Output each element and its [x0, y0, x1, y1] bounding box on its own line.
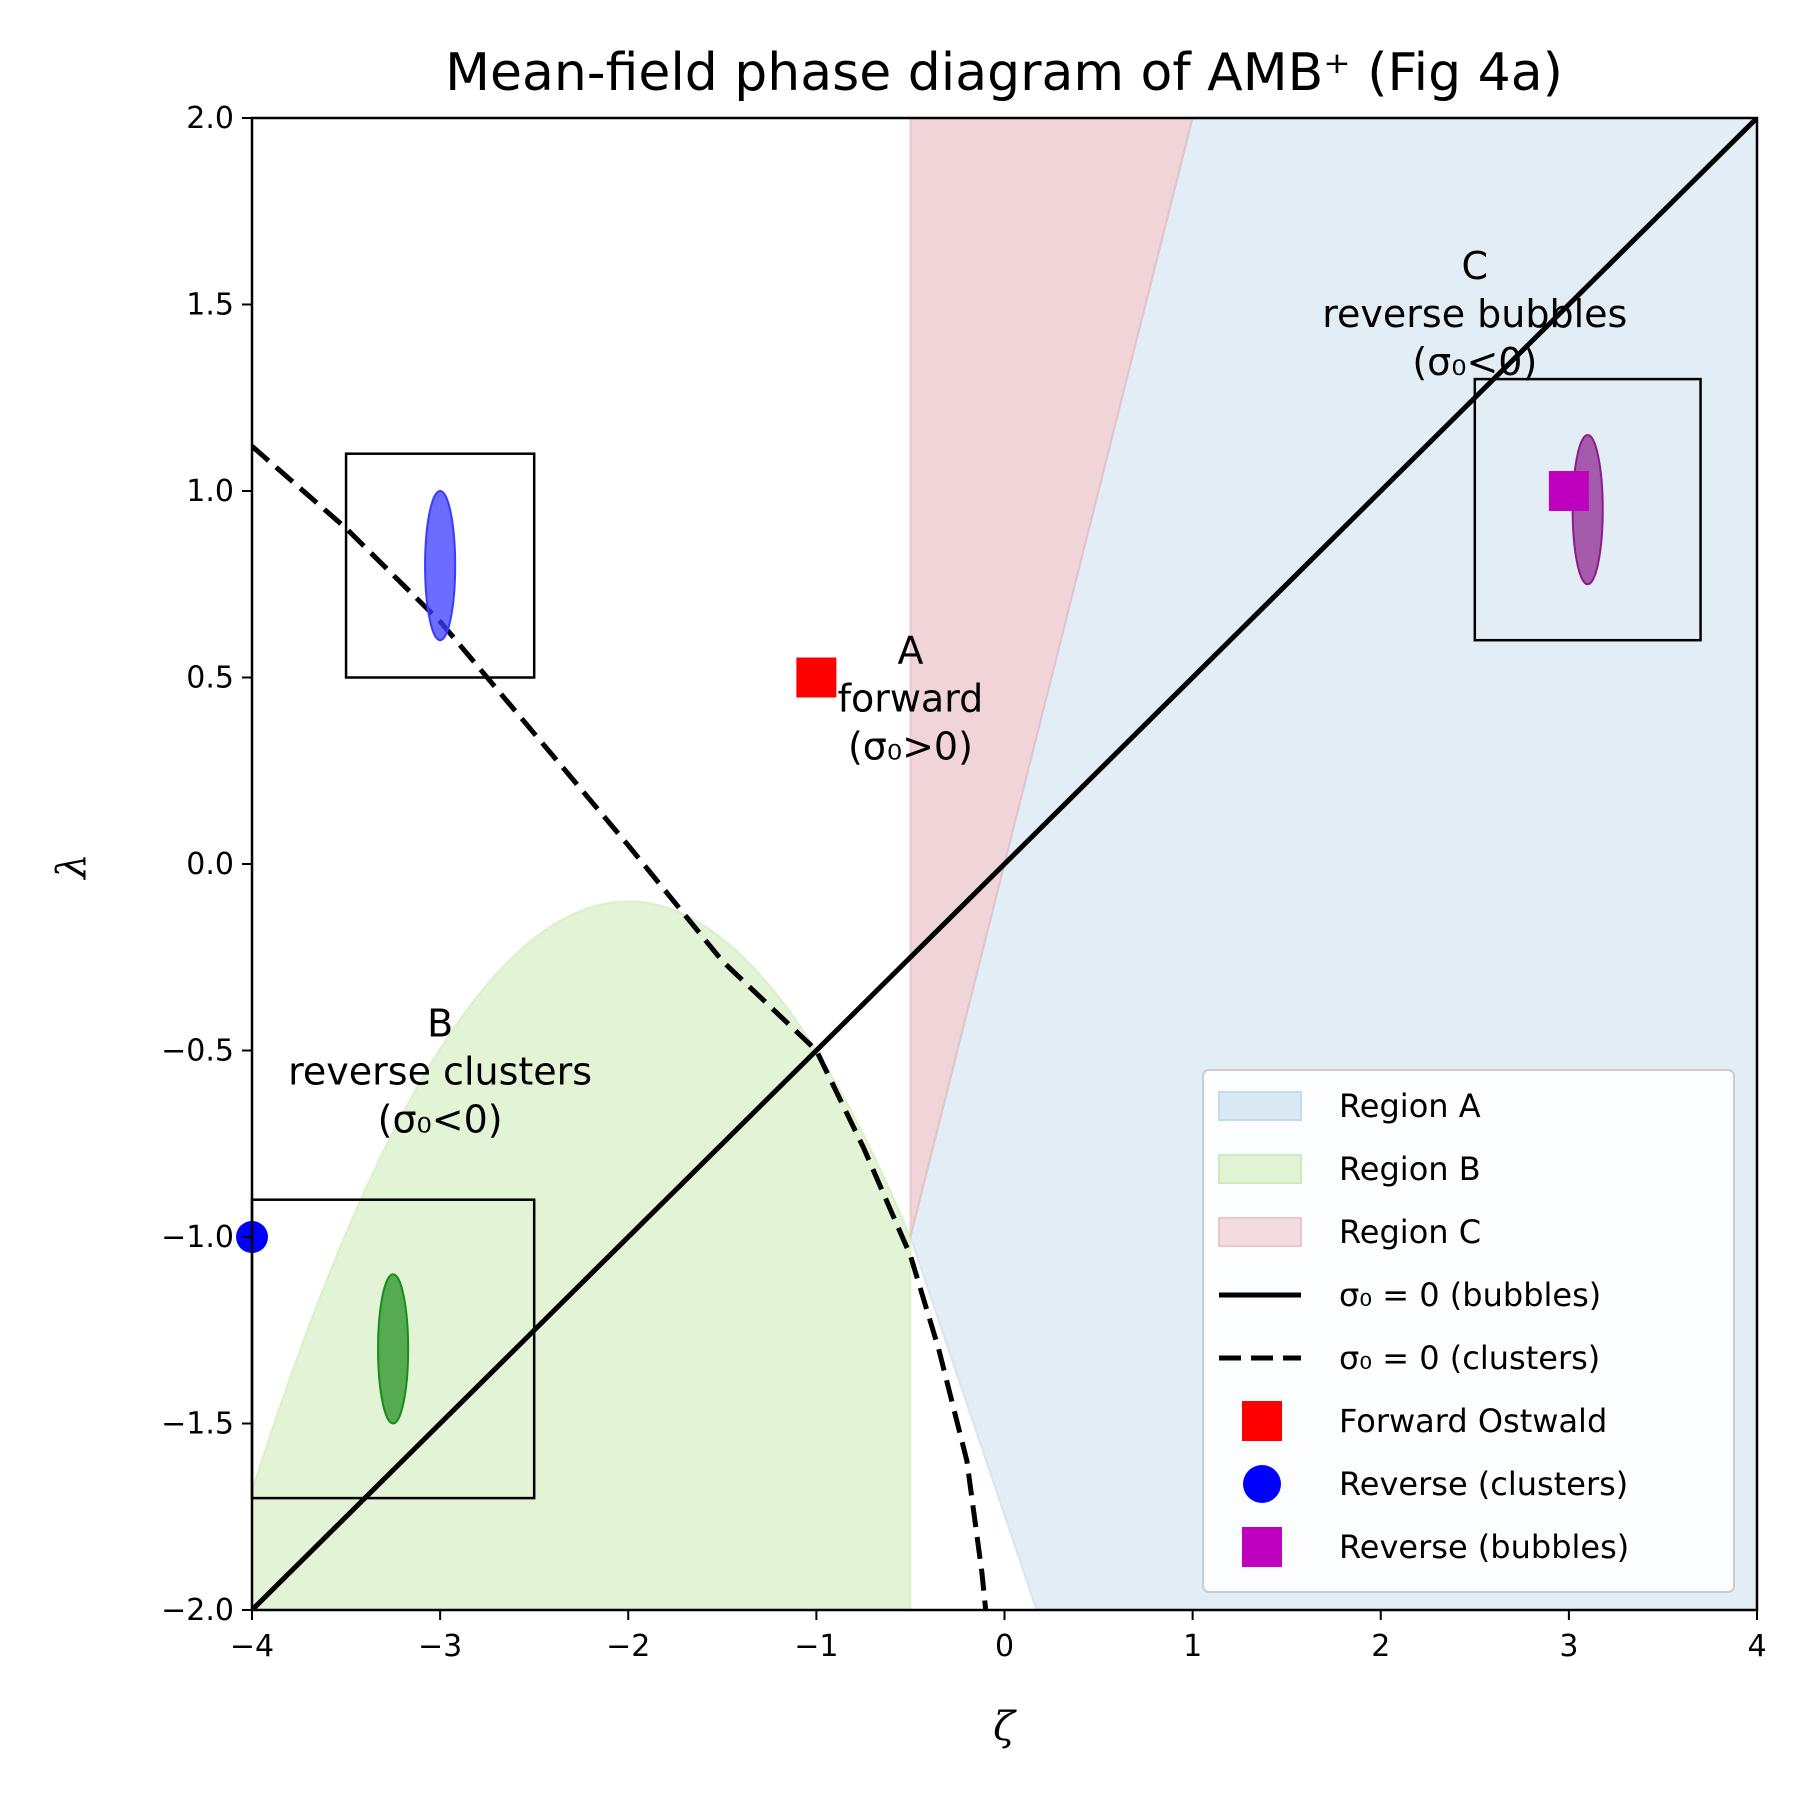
legend-region-c-swatch	[1218, 1217, 1302, 1247]
legend-bubbles-label: σ₀ = 0 (bubbles)	[1339, 1276, 1601, 1314]
y-tick-label: −2.0	[161, 1593, 234, 1628]
chart-title: Mean-field phase diagram of AMB⁺ (Fig 4a…	[445, 43, 1563, 103]
x-tick-label: −2	[606, 1629, 650, 1664]
x-tick-label: 4	[1747, 1629, 1766, 1664]
y-tick-label: 2.0	[186, 101, 234, 136]
annotation-line: (σ₀<0)	[1412, 340, 1537, 384]
x-tick-label: −4	[230, 1629, 274, 1664]
x-tick-label: 0	[995, 1629, 1014, 1664]
y-tick-label: −1.5	[161, 1407, 234, 1442]
y-tick-label: 0.5	[186, 661, 234, 696]
x-tick-label: −3	[418, 1629, 462, 1664]
annotation-line: (σ₀<0)	[378, 1097, 503, 1141]
sigma-zero-bubbles-line	[252, 118, 1757, 1610]
x-tick-label: −1	[794, 1629, 838, 1664]
x-axis-label: ζ	[993, 1704, 1017, 1750]
y-axis-label: λ	[49, 853, 95, 880]
y-tick-label: −0.5	[161, 1034, 234, 1069]
y-tick-label: 1.5	[186, 288, 234, 323]
legend-forward-ostwald-swatch	[1242, 1401, 1282, 1441]
x-tick-label: 3	[1559, 1629, 1578, 1664]
y-tick-label: −1.0	[161, 1220, 234, 1255]
legend-reverse-bubbles-swatch	[1242, 1527, 1282, 1567]
legend-region-b-swatch	[1218, 1154, 1302, 1184]
legend-region-a-label: Region A	[1339, 1087, 1481, 1125]
legend-region-c-label: Region C	[1339, 1213, 1481, 1251]
annotation-line: reverse bubbles	[1322, 292, 1627, 336]
forward-ostwald-marker	[796, 657, 837, 698]
plot-content	[252, 118, 1757, 1610]
annotation-line: C	[1462, 244, 1489, 288]
region-region-c	[909, 118, 1194, 1238]
annotation-line: (σ₀>0)	[848, 724, 973, 768]
inset-box-3	[1473, 377, 1702, 642]
legend-reverse-bubbles-label: Reverse (bubbles)	[1339, 1528, 1629, 1566]
annotation-line: B	[427, 1001, 453, 1045]
reverse-bubbles-marker	[1548, 471, 1589, 511]
annotation-line: reverse clusters	[288, 1049, 592, 1093]
region-region-b	[252, 900, 912, 1610]
legend-box	[1202, 1069, 1735, 1593]
annotation-line: forward	[838, 676, 984, 720]
legend-forward-ostwald-label: Forward Ostwald	[1339, 1402, 1607, 1440]
inset-box-1	[344, 452, 536, 679]
legend: Region A Region B Region C σ₀ = 0 (bubbles)…	[1202, 1069, 1735, 1593]
axes: −4 −3 −2 −1 0 1 2 3 4 −2.0 −1.5 −1.0 −0.5 0.0 0.5 1.0 1.…	[161, 101, 1766, 1664]
y-tick-label: 0.0	[186, 847, 234, 882]
blob-ellipse-1	[424, 489, 457, 642]
legend-clusters-label: σ₀ = 0 (clusters)	[1339, 1339, 1600, 1377]
legend-region-b-label: Region B	[1339, 1150, 1481, 1188]
blob-ellipse-2	[377, 1273, 410, 1425]
x-tick-label: 1	[1183, 1629, 1202, 1664]
annotation-line: A	[897, 628, 923, 672]
legend-reverse-clusters-label: Reverse (clusters)	[1339, 1465, 1628, 1503]
x-tick-label: 2	[1371, 1629, 1390, 1664]
y-tick-label: 1.0	[186, 474, 234, 509]
legend-reverse-clusters-swatch	[1243, 1465, 1281, 1503]
legend-region-a-swatch	[1218, 1091, 1302, 1121]
